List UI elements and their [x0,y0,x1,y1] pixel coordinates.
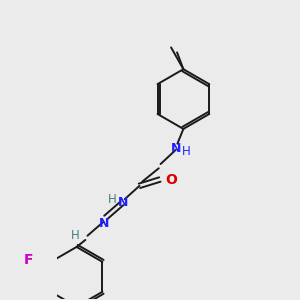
Text: H: H [182,145,190,158]
Text: O: O [165,172,177,187]
Text: H: H [71,229,80,242]
Text: N: N [118,196,128,209]
Text: N: N [170,142,181,155]
Text: H: H [108,194,116,206]
Text: N: N [98,217,109,230]
Text: F: F [24,253,33,267]
